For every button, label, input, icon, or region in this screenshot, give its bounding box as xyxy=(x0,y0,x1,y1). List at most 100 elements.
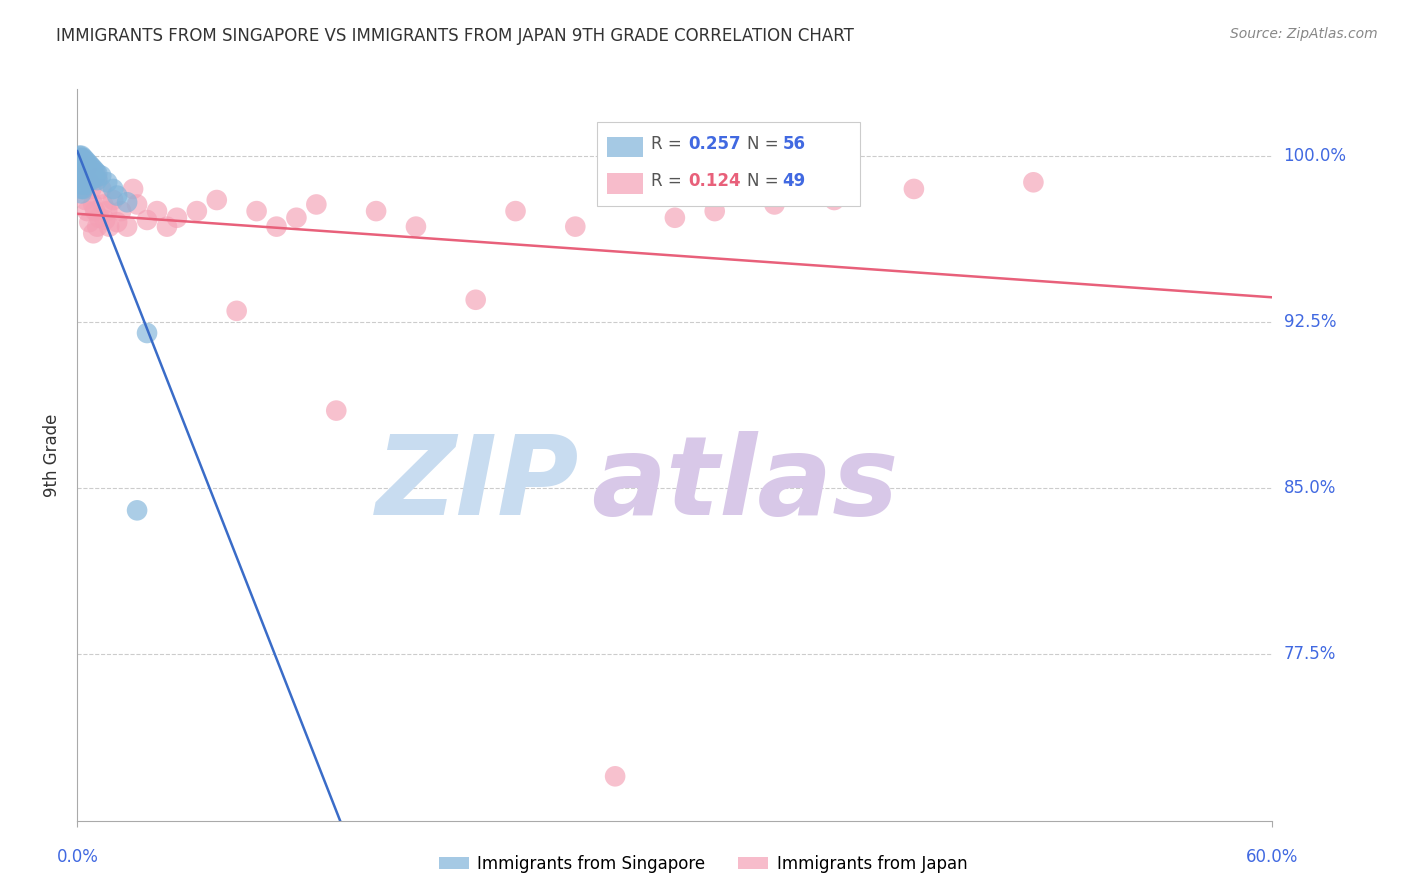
Point xyxy=(76,160,98,174)
Point xyxy=(75,164,97,178)
Text: ZIP: ZIP xyxy=(375,431,579,538)
Point xyxy=(72,155,94,169)
Point xyxy=(79,157,101,171)
Point xyxy=(67,166,90,180)
Text: 56: 56 xyxy=(783,135,806,153)
Point xyxy=(103,182,124,196)
Point xyxy=(305,197,328,211)
Point xyxy=(703,204,725,219)
Point xyxy=(103,193,124,207)
Point xyxy=(86,219,108,234)
Point xyxy=(72,178,94,192)
Point xyxy=(67,170,90,185)
Point xyxy=(72,182,94,196)
Point xyxy=(325,403,347,417)
Point xyxy=(91,197,114,211)
Point xyxy=(98,219,121,234)
Point xyxy=(75,157,97,171)
Text: 100.0%: 100.0% xyxy=(1284,146,1347,165)
Point xyxy=(76,169,98,183)
Point xyxy=(67,161,90,176)
Point xyxy=(80,166,103,180)
Point xyxy=(505,204,527,219)
Point xyxy=(127,503,149,517)
Legend: Immigrants from Singapore, Immigrants from Japan: Immigrants from Singapore, Immigrants fr… xyxy=(432,848,974,880)
Text: R =: R = xyxy=(651,135,688,153)
Y-axis label: 9th Grade: 9th Grade xyxy=(44,413,62,497)
Point xyxy=(115,219,138,234)
Point xyxy=(82,169,104,183)
Point xyxy=(94,213,117,227)
Point xyxy=(70,151,93,165)
Point xyxy=(72,173,94,187)
Point xyxy=(79,175,101,189)
Point xyxy=(605,769,627,783)
FancyBboxPatch shape xyxy=(607,136,643,157)
Point xyxy=(136,213,159,227)
Point xyxy=(366,204,388,219)
Point xyxy=(96,204,118,219)
Text: 85.0%: 85.0% xyxy=(1284,479,1336,497)
Point xyxy=(75,193,97,207)
Point xyxy=(186,204,208,219)
Point xyxy=(86,173,108,187)
Point xyxy=(285,211,308,225)
Point xyxy=(70,160,93,174)
Point xyxy=(1022,175,1045,189)
Point xyxy=(70,164,93,178)
FancyBboxPatch shape xyxy=(607,173,643,194)
Point xyxy=(70,170,93,185)
Point xyxy=(89,211,111,225)
Point xyxy=(84,170,107,185)
Point xyxy=(166,211,188,225)
Point xyxy=(70,149,93,163)
Point xyxy=(67,155,90,169)
Point xyxy=(70,178,93,192)
Point xyxy=(82,161,104,176)
Point xyxy=(72,164,94,178)
Point xyxy=(903,182,925,196)
Point xyxy=(72,151,94,165)
Point xyxy=(464,293,486,307)
Point xyxy=(79,215,101,229)
Point xyxy=(75,153,97,168)
Point xyxy=(205,193,228,207)
Point xyxy=(79,164,101,178)
Text: 0.124: 0.124 xyxy=(688,171,741,190)
Text: 0.257: 0.257 xyxy=(688,135,741,153)
Point xyxy=(70,186,93,201)
Point xyxy=(90,182,112,196)
Point xyxy=(86,170,108,185)
Point xyxy=(90,169,112,183)
Point xyxy=(76,155,98,169)
Point xyxy=(246,204,269,219)
Point xyxy=(156,219,179,234)
Point xyxy=(76,204,98,219)
Point xyxy=(75,170,97,185)
Point xyxy=(84,164,107,178)
Point xyxy=(110,204,132,219)
Point xyxy=(70,173,93,187)
Point xyxy=(70,155,93,169)
Point xyxy=(72,160,94,174)
Text: 77.5%: 77.5% xyxy=(1284,646,1336,664)
Point xyxy=(136,326,159,340)
Point xyxy=(564,219,586,234)
Point xyxy=(67,149,90,163)
Point xyxy=(67,151,90,165)
Text: N =: N = xyxy=(747,135,783,153)
Point xyxy=(405,219,427,234)
Point xyxy=(82,227,104,241)
Text: Source: ZipAtlas.com: Source: ZipAtlas.com xyxy=(1230,27,1378,41)
Point xyxy=(72,169,94,183)
Text: atlas: atlas xyxy=(592,431,898,538)
Point xyxy=(96,175,118,189)
Text: 60.0%: 60.0% xyxy=(1246,848,1299,866)
Point xyxy=(105,188,128,202)
Point xyxy=(67,153,90,168)
Point xyxy=(115,195,138,210)
Text: IMMIGRANTS FROM SINGAPORE VS IMMIGRANTS FROM JAPAN 9TH GRADE CORRELATION CHART: IMMIGRANTS FROM SINGAPORE VS IMMIGRANTS … xyxy=(56,27,853,45)
Point xyxy=(127,197,149,211)
Point xyxy=(79,170,101,185)
Point xyxy=(122,182,145,196)
